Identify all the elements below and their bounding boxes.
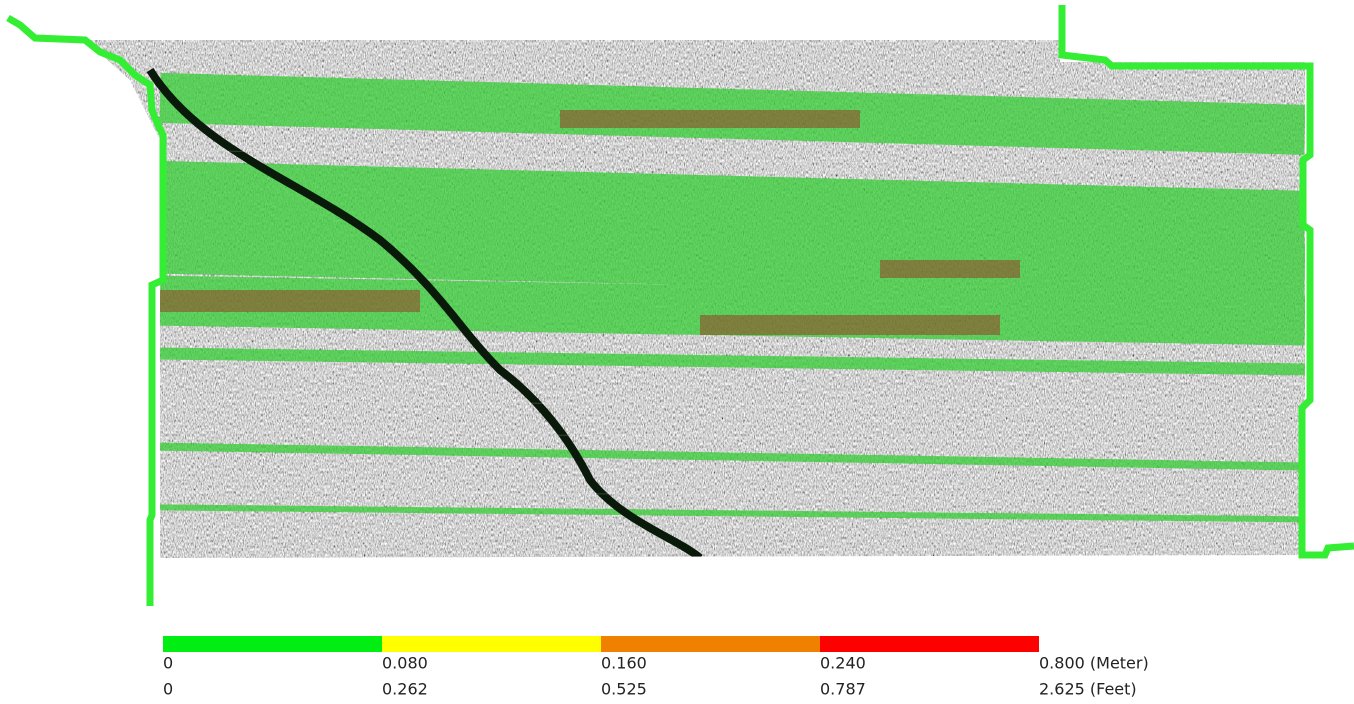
meter-label: 0.160 [601, 654, 647, 673]
meter-label: 0.080 [382, 654, 428, 673]
legend-swatch [601, 636, 820, 652]
feet-label: 0.262 [382, 680, 428, 699]
legend-swatch [382, 636, 601, 652]
legend-swatch [820, 636, 1039, 652]
page: 0 0.080 0.160 0.240 0.800 (Meter) 0 0.262 0.525… [0, 0, 1354, 704]
feet-label: 0.787 [820, 680, 866, 699]
map: 0 0.080 0.160 0.240 0.800 (Meter) 0 0.262 0.525… [0, 0, 1354, 704]
state-boundary [8, 18, 163, 606]
feet-label: 0.525 [601, 680, 647, 699]
legend: 0 0.080 0.160 0.240 0.800 (Meter) 0 0.262 0.525… [163, 636, 1149, 699]
legend-swatch [163, 636, 382, 652]
feet-label: 0 [163, 680, 173, 699]
imagery [80, 38, 1310, 560]
meter-label: 0 [163, 654, 173, 673]
meter-label: 0.800 (Meter) [1039, 654, 1149, 673]
feet-label: 2.625 (Feet) [1039, 680, 1137, 699]
meter-label: 0.240 [820, 654, 866, 673]
